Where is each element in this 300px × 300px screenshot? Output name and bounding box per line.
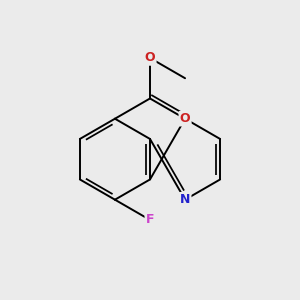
Text: O: O (145, 52, 155, 64)
Text: O: O (180, 112, 190, 125)
Text: N: N (180, 193, 190, 206)
Text: F: F (146, 213, 154, 226)
